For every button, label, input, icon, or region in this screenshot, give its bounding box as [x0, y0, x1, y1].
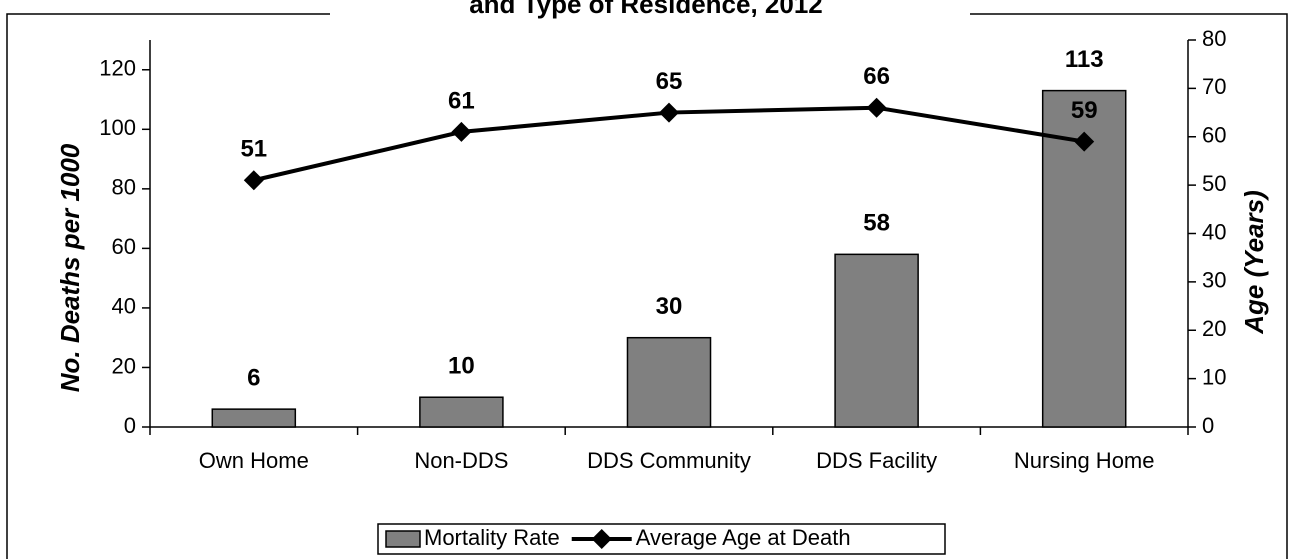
y2-tick-label: 10 — [1202, 364, 1226, 389]
legend-box — [377, 523, 946, 555]
bar — [211, 408, 297, 428]
legend-swatch — [385, 530, 421, 548]
x-tick-label: DDS Community — [587, 448, 751, 473]
line-marker — [243, 170, 264, 191]
x-tick-label: Nursing Home — [1014, 448, 1155, 473]
y2-tick-label: 50 — [1202, 171, 1226, 196]
bar — [419, 396, 504, 428]
line-value-label: 59 — [1071, 97, 1098, 124]
line-marker — [866, 97, 887, 118]
y2-tick-label: 30 — [1202, 268, 1226, 293]
line-marker — [659, 102, 679, 123]
y2-tick-label: 20 — [1202, 316, 1226, 341]
bar-value-label: 58 — [863, 210, 890, 237]
bar-value-label: 30 — [656, 293, 683, 320]
line-value-label: 65 — [656, 68, 683, 95]
bar-value-label: 113 — [1065, 46, 1104, 73]
y-tick-label: 20 — [112, 353, 136, 378]
line-marker — [1074, 131, 1095, 152]
x-tick-label: Own Home — [199, 448, 309, 473]
y-tick-label: 60 — [112, 234, 136, 259]
y-tick-label: 100 — [99, 115, 136, 140]
x-tick-label: Non-DDS — [414, 448, 508, 473]
bar — [626, 336, 712, 428]
bar-value-label: 6 — [247, 364, 260, 391]
y2-tick-label: 0 — [1202, 413, 1214, 438]
bar-value-label: 10 — [448, 353, 475, 380]
line-value-label: 51 — [240, 136, 267, 163]
y-tick-label: 80 — [112, 175, 136, 200]
title-backdrop — [330, 0, 970, 26]
legend-swatch-marker — [591, 529, 612, 549]
x-tick-label: DDS Facility — [816, 448, 937, 473]
chart-title: and Type of Residence, 2012 — [469, 0, 823, 19]
y2-tick-label: 60 — [1202, 123, 1226, 148]
y-axis-title: No. Deaths per 1000 — [55, 143, 85, 392]
bar — [834, 253, 919, 428]
legend-label: Average Age at Death — [636, 525, 851, 550]
legend-label: Mortality Rate — [424, 525, 560, 550]
y2-tick-label: 40 — [1202, 219, 1226, 244]
line-value-label: 66 — [863, 63, 890, 90]
y2-tick-label: 70 — [1202, 74, 1226, 99]
y-tick-label: 0 — [124, 413, 136, 438]
line-value-label: 61 — [448, 87, 475, 114]
y2-axis-title: Age (Years) — [1239, 190, 1269, 335]
line-marker — [451, 121, 472, 142]
y-tick-label: 120 — [99, 56, 136, 81]
y2-tick-label: 80 — [1202, 26, 1226, 51]
y-tick-label: 40 — [112, 294, 136, 319]
